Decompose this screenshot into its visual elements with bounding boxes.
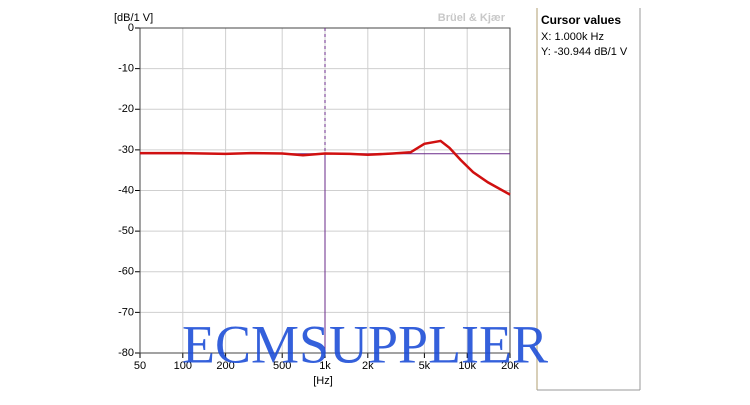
x-tick-label: 2k — [362, 360, 374, 372]
y-tick-label: 0 — [128, 22, 134, 34]
y-tick-label: -50 — [118, 225, 134, 237]
y-tick-label: -60 — [118, 266, 134, 278]
cursor-title: Cursor values — [541, 13, 621, 27]
x-axis-label: [Hz] — [313, 375, 333, 387]
y-tick-label: -10 — [118, 63, 134, 75]
x-tick-label: 10k — [458, 360, 476, 372]
x-tick-label: 1k — [319, 360, 331, 372]
watermark: ECMSUPPLIER — [182, 314, 548, 374]
cursor-y: Y: -30.944 dB/1 V — [541, 46, 628, 58]
y-tick-label: -80 — [118, 347, 134, 359]
y-tick-label: -40 — [118, 184, 134, 196]
x-tick-label: 200 — [216, 360, 234, 372]
y-tick-label: -30 — [118, 144, 134, 156]
cursor-x: X: 1.000k Hz — [541, 31, 604, 43]
y-tick-label: -20 — [118, 103, 134, 115]
y-axis-label: [dB/1 V] — [114, 12, 153, 24]
y-tick-label: -70 — [118, 306, 134, 318]
x-tick-label: 5k — [419, 360, 431, 372]
logo: Brüel & Kjær — [438, 12, 506, 24]
x-tick-label: 500 — [273, 360, 291, 372]
x-tick-label: 50 — [134, 360, 146, 372]
series-line — [140, 139, 511, 196]
x-tick-label: 20k — [501, 360, 519, 372]
x-tick-label: 100 — [174, 360, 192, 372]
